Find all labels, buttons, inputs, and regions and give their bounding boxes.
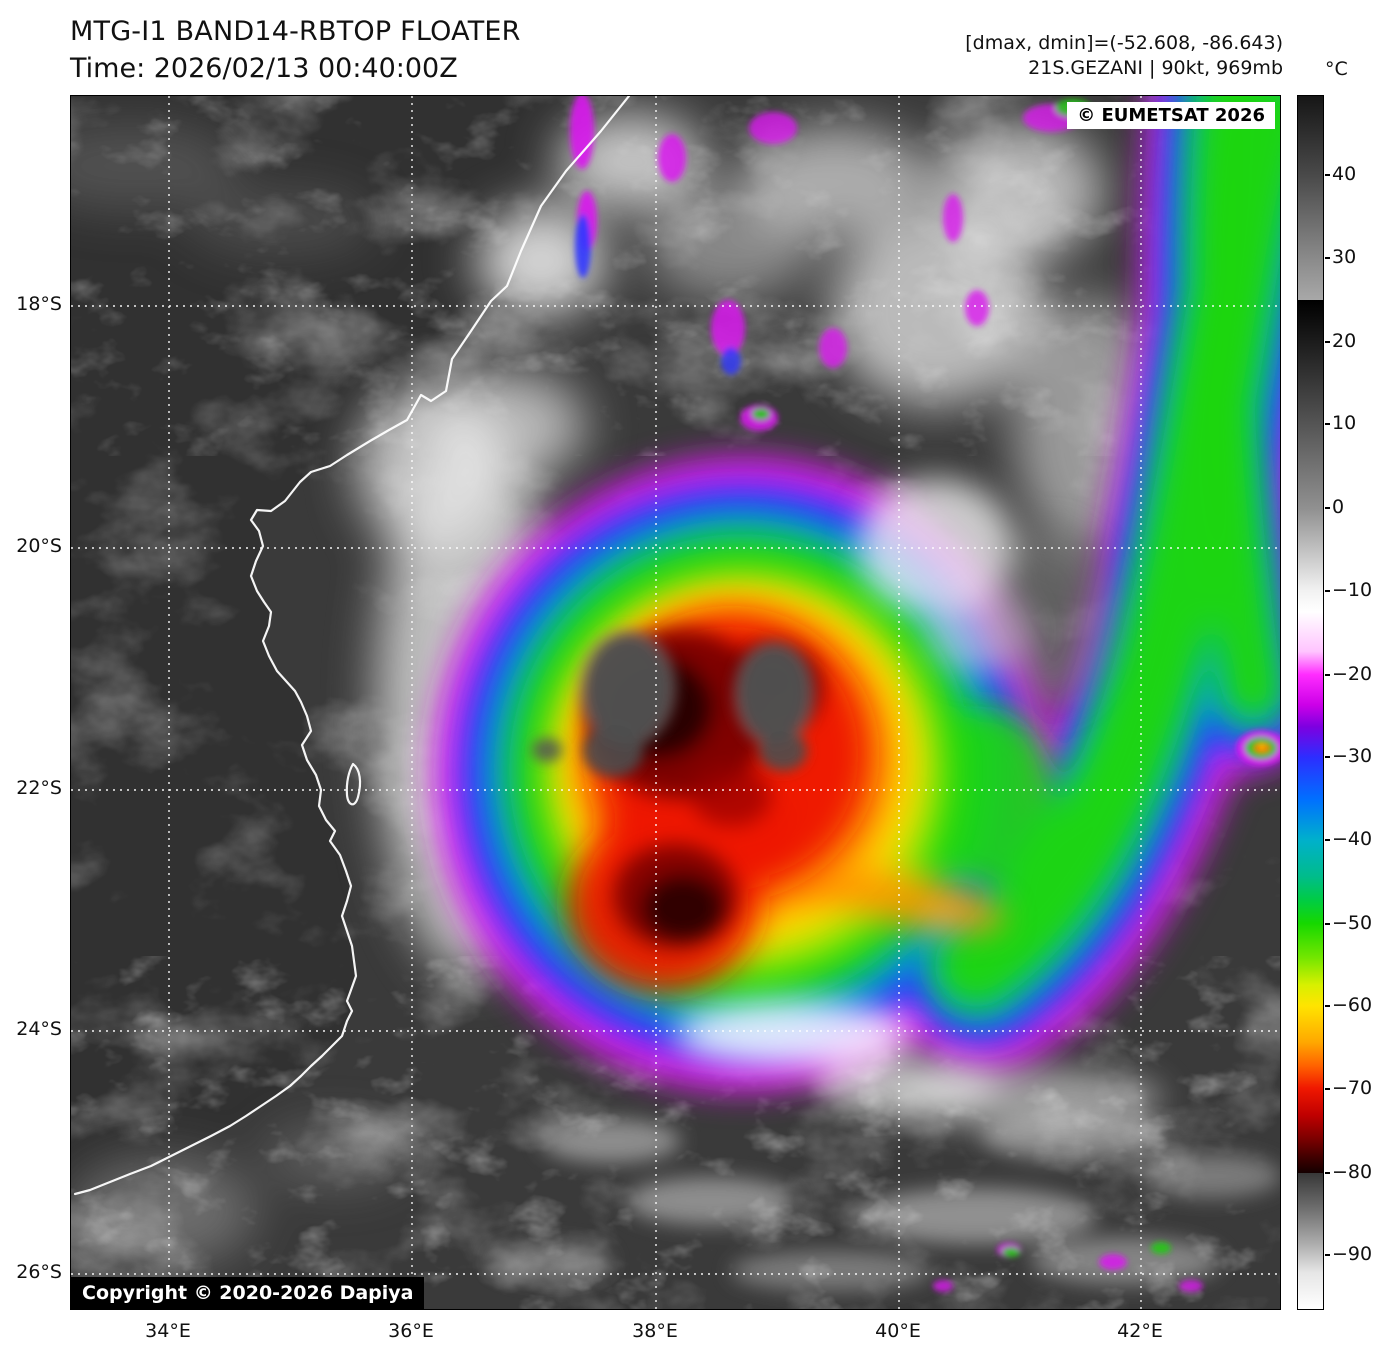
coastline — [73, 96, 631, 1196]
lat-label-18s: 18°S — [16, 293, 62, 315]
lon-label-42e: 42°E — [1117, 1320, 1163, 1342]
colorbar-tick-n60: −60 — [1325, 994, 1388, 1016]
colorbar-tick-0: 0 — [1325, 496, 1388, 518]
colorbar-unit-label: °C — [1325, 58, 1348, 80]
lon-label-40e: 40°E — [875, 1320, 921, 1342]
storm-info-label: 21S.GEZANI | 90kt, 969mb — [1028, 57, 1283, 79]
lat-label-26s: 26°S — [16, 1261, 62, 1283]
dmax-dmin-label: [dmax, dmin]=(-52.608, -86.643) — [965, 32, 1283, 54]
colorbar-tick-10: 10 — [1325, 412, 1388, 434]
colorbar-tick-n50: −50 — [1325, 912, 1388, 934]
colorbar-tick-n40: −40 — [1325, 828, 1388, 850]
colorbar-tick-30: 30 — [1325, 246, 1388, 268]
temperature-colorbar — [1297, 95, 1324, 1310]
satellite-image-svg — [71, 96, 1280, 1309]
colorbar-tick-40: 40 — [1325, 163, 1388, 185]
lon-label-38e: 38°E — [632, 1320, 678, 1342]
overlay-clouds — [675, 478, 1163, 1128]
colorbar-tick-n70: −70 — [1325, 1077, 1388, 1099]
colorbar-tick-n80: −80 — [1325, 1161, 1388, 1183]
copyright-badge: Copyright © 2020-2026 Dapiya — [71, 1277, 425, 1309]
lat-label-20s: 20°S — [16, 535, 62, 557]
lat-label-22s: 22°S — [16, 777, 62, 799]
island-outline — [345, 762, 362, 806]
colorbar-tick-n90: −90 — [1325, 1243, 1388, 1265]
timestamp-label: Time: 2026/02/13 00:40:00Z — [70, 53, 458, 84]
lat-label-24s: 24°S — [16, 1018, 62, 1040]
colorbar-tick-n10: −10 — [1325, 579, 1388, 601]
satellite-map: © EUMETSAT 2026 Copyright © 2020-2026 Da… — [70, 95, 1281, 1310]
lon-label-34e: 34°E — [145, 1320, 191, 1342]
colorbar-tick-20: 20 — [1325, 330, 1388, 352]
eumetsat-badge: © EUMETSAT 2026 — [1067, 102, 1275, 129]
convective-specks — [570, 96, 1280, 1292]
overshooting-tops-gray — [532, 628, 816, 777]
colorbar-tick-n30: −30 — [1325, 745, 1388, 767]
colorbar-tick-n20: −20 — [1325, 663, 1388, 685]
grid-lines — [71, 96, 1280, 1309]
lon-label-36e: 36°E — [388, 1320, 434, 1342]
page-title: MTG-I1 BAND14-RBTOP FLOATER — [70, 16, 521, 47]
